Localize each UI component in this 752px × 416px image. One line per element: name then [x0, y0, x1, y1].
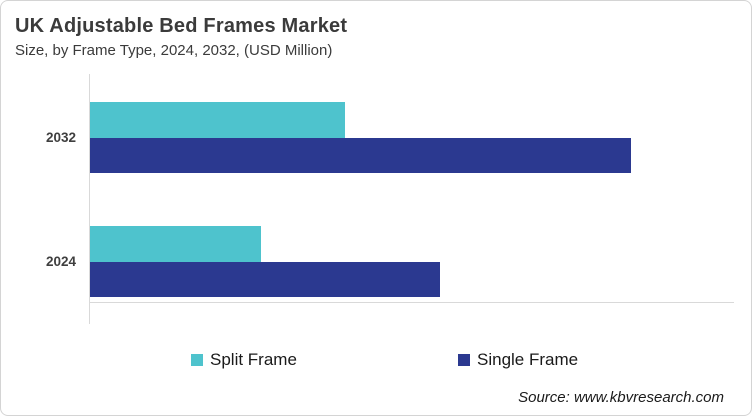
single-frame-swatch-icon [458, 354, 470, 366]
legend-item-single-frame: Single Frame [458, 350, 578, 370]
chart-title: UK Adjustable Bed Frames Market [15, 15, 348, 37]
split-frame-swatch-icon [191, 354, 203, 366]
bar-split-frame-2024 [90, 226, 261, 262]
chart-subtitle: Size, by Frame Type, 2024, 2032, (USD Mi… [15, 42, 333, 59]
source-text: Source: www.kbvresearch.com [518, 389, 724, 406]
plot-area [89, 74, 734, 303]
category-label-2024: 2024 [45, 254, 76, 269]
legend-label-single-frame: Single Frame [477, 350, 579, 369]
bar-split-frame-2032 [90, 102, 345, 138]
bar-single-frame-2024 [90, 262, 440, 297]
category-axis-line [89, 302, 90, 324]
legend-item-split-frame: Split Frame [191, 350, 297, 370]
category-label-2032: 2032 [45, 130, 76, 145]
legend-label-split-frame: Split Frame [210, 350, 297, 369]
bar-single-frame-2032 [90, 138, 631, 173]
